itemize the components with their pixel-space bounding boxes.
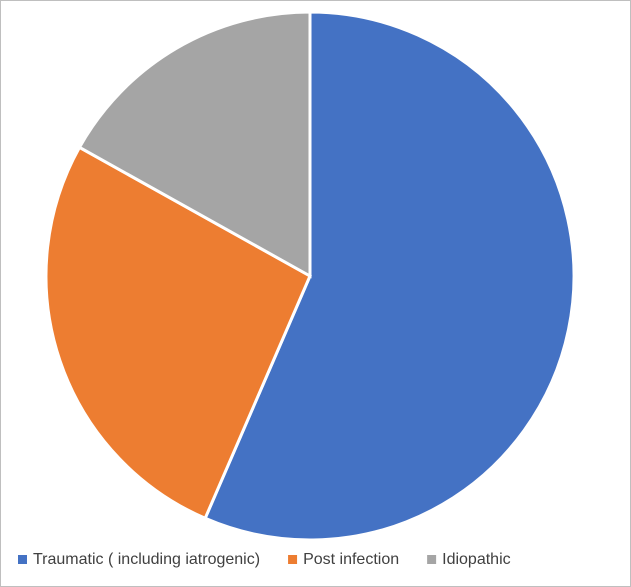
pie-slice	[203, 10, 576, 542]
legend-swatch	[288, 555, 298, 564]
legend-swatch	[427, 555, 437, 564]
legend-label: Post infection	[303, 551, 399, 568]
legend-label: Traumatic ( including iatrogenic)	[33, 551, 260, 568]
legend-label: Idiopathic	[442, 551, 511, 568]
legend-swatch	[18, 555, 27, 564]
pie-slice	[77, 10, 312, 279]
